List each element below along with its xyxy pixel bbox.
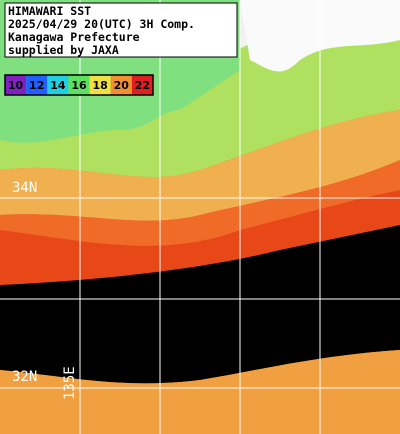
lat-label: 34N	[12, 180, 37, 196]
legend-label: 10	[8, 79, 24, 92]
legend-border	[4, 74, 154, 96]
band-south	[0, 350, 400, 434]
header-line: Kanagawa Prefecture	[8, 30, 140, 44]
lat-label: 32N	[12, 369, 37, 385]
legend-label: 16	[71, 79, 87, 92]
header-line: HIMAWARI SST	[8, 4, 91, 18]
band-orange	[0, 110, 400, 221]
legend-swatch	[5, 75, 27, 95]
legend-label: 12	[29, 79, 44, 92]
header-line: supplied by JAXA	[8, 43, 119, 57]
lon-label: 135E	[62, 366, 78, 400]
legend-label: 18	[92, 79, 107, 92]
legend-swatch	[47, 75, 69, 95]
legend-swatch	[68, 75, 90, 95]
legend-swatch	[131, 75, 153, 95]
header-box	[4, 2, 238, 58]
legend-label: 14	[50, 79, 66, 92]
legend-label: 22	[135, 79, 150, 92]
header-line: 2025/04/29 20(UTC) 3H Comp.	[8, 17, 195, 31]
legend-swatch	[89, 75, 111, 95]
legend-label: 20	[114, 79, 130, 92]
legend-swatch	[26, 75, 48, 95]
legend-swatch	[110, 75, 132, 95]
band-red	[0, 190, 400, 290]
cloud-mask	[0, 225, 400, 384]
legend: 10 12 14 16 18 20 22	[4, 74, 154, 96]
